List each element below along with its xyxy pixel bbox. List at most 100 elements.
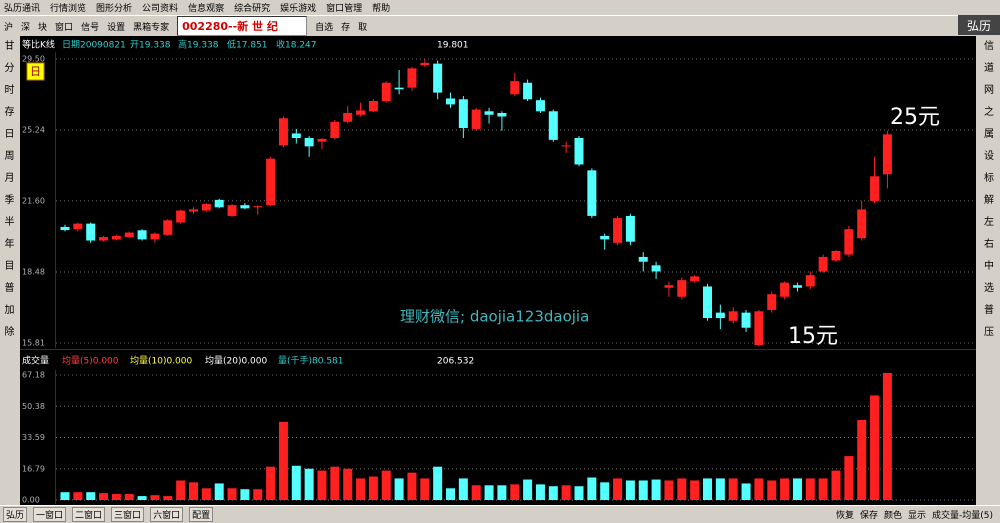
volume-bar bbox=[214, 483, 224, 500]
annotation: 25元 bbox=[890, 105, 940, 130]
volume-bar bbox=[266, 466, 276, 500]
menu-item[interactable]: 图形分析 bbox=[96, 4, 133, 14]
candle-body bbox=[381, 82, 391, 102]
toolbar-button[interactable]: 窗口 bbox=[55, 22, 74, 33]
status-button[interactable]: 显示 bbox=[907, 511, 926, 521]
status-button[interactable]: 颜色 bbox=[883, 511, 902, 521]
candle-body bbox=[484, 111, 494, 115]
menu-item[interactable]: 娱乐游戏 bbox=[280, 4, 317, 14]
volume-bar bbox=[458, 478, 468, 500]
right-tool[interactable]: 信 bbox=[984, 41, 994, 52]
volume-bar bbox=[240, 489, 250, 500]
annotation: 15元 bbox=[788, 324, 838, 349]
window-tab[interactable]: 配置 bbox=[189, 507, 214, 522]
window-tab[interactable]: 二窗口 bbox=[72, 507, 106, 522]
candle-body bbox=[831, 251, 841, 261]
volume-bar bbox=[703, 478, 712, 500]
window-tab[interactable]: 一窗口 bbox=[33, 507, 67, 522]
candle-body bbox=[407, 68, 417, 88]
stock-code-field[interactable]: 002280--新 世 纪 bbox=[177, 16, 308, 36]
menu-item[interactable]: 窗口管理 bbox=[326, 4, 363, 14]
candle-body bbox=[227, 205, 237, 216]
candle-body bbox=[111, 235, 121, 240]
menu-item[interactable]: 行情浏览 bbox=[50, 4, 87, 14]
right-tool[interactable]: 道 bbox=[984, 63, 994, 74]
right-tool[interactable]: 中 bbox=[984, 261, 994, 272]
right-tool[interactable]: 设 bbox=[984, 151, 994, 162]
left-tool[interactable]: 日 bbox=[4, 129, 15, 140]
right-tool[interactable]: 网 bbox=[984, 85, 994, 96]
chart: 29.50 25.24 21.60 18.48 15.81 等比K线 日期20090821 开… bbox=[20, 36, 976, 505]
volume-bar bbox=[741, 483, 751, 500]
left-tool[interactable]: 周 bbox=[4, 151, 15, 162]
left-tool[interactable]: 年 bbox=[4, 239, 15, 250]
right-tool[interactable]: 解 bbox=[984, 195, 994, 206]
candle-body bbox=[780, 282, 790, 297]
right-tool[interactable]: 属 bbox=[984, 129, 994, 140]
volume-bar bbox=[780, 478, 790, 500]
candle-body bbox=[548, 111, 558, 140]
volume-bar bbox=[882, 372, 892, 500]
menu-item[interactable]: 信息观察 bbox=[188, 4, 225, 14]
left-tool[interactable]: 普 bbox=[4, 283, 15, 294]
candle-body bbox=[420, 62, 430, 66]
left-tool[interactable]: 时 bbox=[4, 85, 15, 96]
menu-item[interactable]: 弘历通讯 bbox=[4, 4, 41, 14]
toolbar-button[interactable]: 取 bbox=[358, 22, 368, 33]
toolbar-button[interactable]: 存 bbox=[341, 22, 351, 33]
left-tool[interactable]: 甘 bbox=[4, 41, 15, 52]
toolbar-button[interactable]: 设置 bbox=[107, 22, 126, 33]
panel-title: 等比K线 bbox=[22, 39, 55, 51]
panel-info: 高19.338 bbox=[178, 39, 219, 51]
volume-bar bbox=[137, 496, 147, 500]
toolbar-button[interactable]: 自选 bbox=[315, 22, 334, 33]
left-tool[interactable]: 季 bbox=[4, 195, 15, 206]
candle-body bbox=[150, 233, 160, 240]
status-button[interactable]: 成交量-均量(5) bbox=[932, 511, 993, 521]
right-tool[interactable]: 左 bbox=[984, 217, 994, 228]
candle-body bbox=[394, 87, 404, 90]
menu-item[interactable]: 帮助 bbox=[372, 4, 391, 14]
volume-bar bbox=[420, 478, 430, 500]
status-bar: 恢复 保存 颜色 显示 成交量-均量(5) 弘历 一窗口 二窗口 三窗口 六窗口 配置 bbox=[0, 505, 1000, 523]
volume-bar bbox=[715, 478, 725, 500]
right-tool[interactable]: 标 bbox=[984, 173, 994, 184]
toolbar-button[interactable]: 沪 bbox=[4, 22, 14, 33]
toolbar-button[interactable]: 信号 bbox=[81, 22, 100, 33]
right-toolbar: 信道网之属设标解左右中选普压 bbox=[978, 36, 1000, 505]
right-tool[interactable]: 压 bbox=[984, 327, 994, 338]
candle-body bbox=[664, 285, 674, 288]
y-tick-label: 67.18 bbox=[22, 371, 45, 380]
toolbar-button[interactable]: 深 bbox=[21, 22, 31, 33]
right-tool[interactable]: 普 bbox=[984, 305, 994, 316]
window-tab[interactable]: 三窗口 bbox=[111, 507, 145, 522]
candle-body bbox=[266, 158, 276, 206]
right-tool[interactable]: 之 bbox=[984, 107, 994, 118]
toolbar-button[interactable]: 黑箱专家 bbox=[133, 22, 170, 33]
left-tool[interactable]: 分 bbox=[4, 63, 15, 74]
candle-body bbox=[587, 170, 597, 216]
candle-body bbox=[844, 229, 854, 255]
volume-bar bbox=[407, 472, 417, 500]
candle-body bbox=[471, 109, 481, 129]
status-button[interactable]: 保存 bbox=[859, 511, 878, 521]
volume-bar bbox=[471, 485, 481, 500]
left-tool[interactable]: 除 bbox=[4, 327, 15, 338]
left-tool[interactable]: 半 bbox=[4, 217, 15, 228]
volume-bar bbox=[176, 480, 186, 500]
left-tool[interactable]: 加 bbox=[4, 305, 15, 316]
right-tool[interactable]: 选 bbox=[984, 283, 994, 294]
volume-bar bbox=[818, 478, 828, 500]
left-tool[interactable]: 存 bbox=[4, 107, 15, 118]
status-button[interactable]: 恢复 bbox=[835, 511, 854, 521]
window-tab[interactable]: 六窗口 bbox=[150, 507, 184, 522]
toolbar-button[interactable]: 块 bbox=[38, 22, 48, 33]
left-tool[interactable]: 目 bbox=[4, 261, 15, 272]
right-tool[interactable]: 右 bbox=[984, 239, 994, 250]
menu-item[interactable]: 综合研究 bbox=[234, 4, 271, 14]
period-box bbox=[26, 62, 45, 81]
menu-item[interactable]: 公司资料 bbox=[142, 4, 179, 14]
status-brand: 弘历 bbox=[3, 507, 28, 522]
candle-body bbox=[754, 311, 764, 346]
left-tool[interactable]: 月 bbox=[4, 173, 15, 184]
